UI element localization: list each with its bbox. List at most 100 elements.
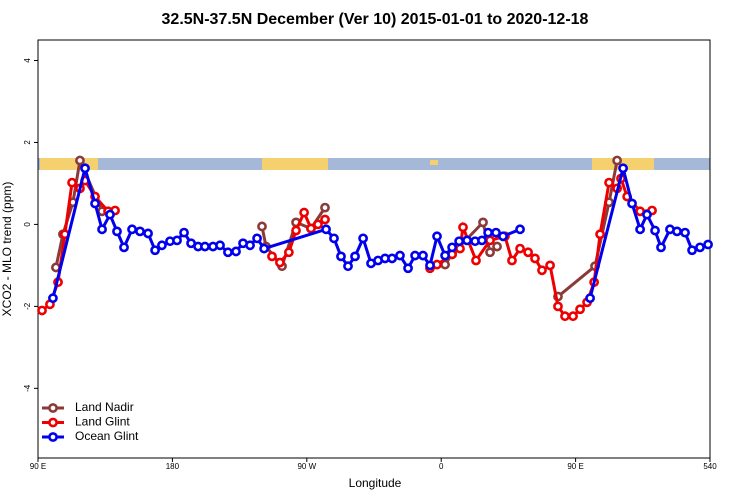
point: [283, 247, 294, 258]
legend-item: Land Glint: [42, 415, 130, 429]
point: [642, 209, 652, 220]
point: [537, 265, 547, 276]
x-tick-label: 90 E: [30, 462, 46, 471]
point: [97, 224, 107, 235]
point: [403, 263, 413, 274]
point: [267, 251, 277, 262]
point: [618, 163, 628, 174]
point: [320, 214, 330, 225]
point: [560, 311, 570, 322]
ocean-band: [38, 158, 710, 170]
point: [90, 198, 100, 209]
point: [410, 250, 420, 261]
point: [112, 226, 122, 237]
y-tick-label: -4: [23, 384, 32, 392]
point: [231, 246, 241, 257]
point: [143, 228, 153, 239]
point: [306, 223, 316, 234]
point: [553, 301, 563, 312]
point: [179, 227, 189, 238]
legend-item: Ocean Glint: [42, 429, 139, 443]
point: [37, 305, 47, 316]
point: [627, 198, 637, 209]
point: [387, 253, 397, 264]
y-tick-label: 4: [23, 58, 32, 63]
legend-label: Land Nadir: [75, 400, 134, 414]
point: [492, 241, 502, 252]
legend-label: Land Glint: [75, 415, 130, 429]
chart-title: 32.5N-37.5N December (Ver 10) 2015-01-01…: [162, 11, 589, 28]
point: [498, 231, 508, 242]
point: [491, 227, 501, 238]
point: [257, 221, 267, 232]
point: [425, 260, 435, 271]
point: [478, 217, 488, 228]
point: [320, 202, 330, 213]
point: [612, 155, 623, 166]
x-axis-label: Longitude: [349, 476, 402, 490]
point: [462, 235, 472, 246]
point: [523, 247, 534, 258]
point: [568, 311, 578, 322]
point: [48, 293, 58, 304]
legend-label: Ocean Glint: [75, 429, 139, 443]
point: [157, 240, 167, 251]
point: [291, 225, 301, 236]
point: [252, 233, 262, 244]
point: [703, 239, 713, 250]
point: [530, 253, 540, 264]
point: [127, 224, 137, 235]
plot-frame: [37, 39, 711, 459]
legend-marker: [48, 403, 58, 413]
point: [343, 261, 353, 272]
point: [299, 207, 310, 218]
x-tick-label: 90 E: [567, 462, 583, 471]
point: [471, 255, 481, 266]
point: [485, 247, 495, 258]
point: [455, 243, 465, 254]
point: [483, 227, 493, 238]
land-patch: [262, 158, 328, 170]
point: [585, 293, 595, 304]
x-tick-label: 540: [703, 462, 717, 471]
point: [80, 163, 90, 174]
point: [575, 304, 585, 315]
point: [215, 240, 225, 251]
point: [223, 247, 233, 258]
point: [458, 222, 468, 233]
point: [485, 235, 495, 246]
point: [275, 257, 285, 268]
point: [336, 251, 346, 262]
point: [200, 241, 210, 252]
x-tick-label: 0: [439, 462, 444, 471]
point: [321, 224, 331, 235]
point: [119, 242, 129, 253]
point: [259, 243, 269, 254]
surface-band: [38, 158, 710, 170]
point: [418, 250, 428, 261]
point: [515, 224, 525, 235]
point: [313, 219, 323, 230]
x-tick-label: 90 W: [297, 462, 316, 471]
point: [67, 177, 77, 188]
point: [329, 233, 339, 244]
point: [245, 240, 255, 251]
point: [150, 245, 160, 256]
point: [135, 226, 145, 237]
y-tick-label: 2: [23, 140, 32, 145]
point: [358, 233, 368, 244]
legend-item: Land Nadir: [42, 400, 134, 414]
point: [687, 245, 697, 256]
point: [635, 224, 646, 235]
point: [545, 260, 555, 271]
point: [432, 231, 442, 242]
point: [672, 226, 682, 237]
point: [172, 235, 182, 246]
legend-marker: [48, 417, 58, 428]
point: [695, 242, 705, 253]
point: [440, 250, 450, 261]
point: [604, 177, 614, 188]
point: [595, 229, 605, 240]
